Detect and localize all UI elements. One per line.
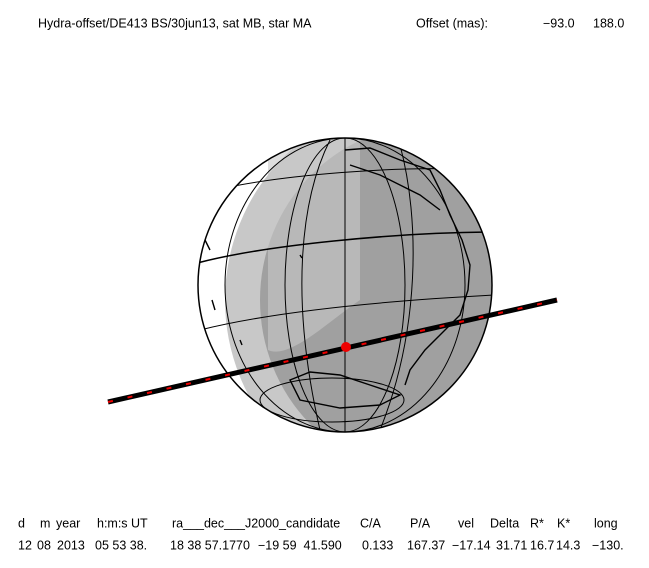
col-header: h:m:s UT bbox=[97, 516, 148, 530]
shadow-track bbox=[107, 297, 558, 405]
col-header: P/A bbox=[410, 516, 431, 530]
cell: 31.71 bbox=[496, 538, 527, 552]
coastlines bbox=[204, 147, 471, 409]
col-header: ra___dec___J2000_candidate bbox=[172, 516, 340, 530]
cell: 08 bbox=[37, 538, 51, 552]
offset-label: Offset (mas): bbox=[416, 16, 488, 30]
title: Hydra-offset/DE413 BS/30jun13, sat MB, s… bbox=[38, 16, 312, 30]
table-header: d m year h:m:s UT ra___dec___J2000_candi… bbox=[18, 516, 618, 530]
cell: 0.133 bbox=[362, 538, 393, 552]
col-header: Delta bbox=[490, 516, 519, 530]
col-header: m bbox=[40, 516, 50, 530]
col-header: d bbox=[18, 516, 25, 530]
offset-x: −93.0 bbox=[543, 16, 575, 30]
offset-y: 188.0 bbox=[593, 16, 624, 30]
col-header: C/A bbox=[360, 516, 382, 530]
cell: −130. bbox=[592, 538, 624, 552]
globe-outline bbox=[197, 137, 493, 433]
table-row: 12 08 2013 05 53 38. 18 38 57.1770 −19 5… bbox=[18, 538, 624, 552]
col-header: K* bbox=[557, 516, 570, 530]
cell: −17.14 bbox=[452, 538, 491, 552]
col-header: long bbox=[594, 516, 618, 530]
cell: 05 53 38. bbox=[95, 538, 147, 552]
cell: 12 bbox=[18, 538, 32, 552]
col-header: R* bbox=[530, 516, 544, 530]
cell: 14.3 bbox=[556, 538, 580, 552]
col-header: year bbox=[56, 516, 80, 530]
col-header: vel bbox=[458, 516, 474, 530]
graticule bbox=[198, 138, 492, 432]
cell: 16.7 bbox=[530, 538, 554, 552]
cell: 18 38 57.1770 bbox=[170, 538, 250, 552]
cell: 167.37 bbox=[407, 538, 445, 552]
cell: −19 59 41.590 bbox=[258, 538, 342, 552]
cell: 2013 bbox=[57, 538, 85, 552]
